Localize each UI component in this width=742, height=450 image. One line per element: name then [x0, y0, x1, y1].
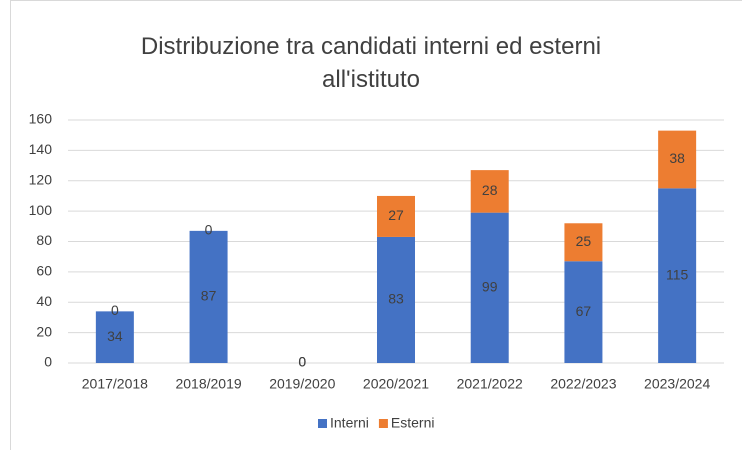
y-tick-label: 40 [36, 293, 52, 309]
data-label: 34 [107, 328, 123, 344]
legend-swatch [318, 419, 327, 428]
data-label: 0 [205, 222, 213, 238]
bar-segment [658, 130, 697, 189]
y-tick-label: 120 [29, 171, 53, 187]
bar-segment [377, 195, 415, 237]
bar-segment [189, 230, 228, 363]
legend-swatch [378, 419, 388, 428]
x-tick-label: 2018/2019 [175, 376, 241, 392]
data-label: 67 [576, 303, 592, 319]
y-tick-label: 140 [29, 141, 53, 157]
y-tick-label: 20 [36, 323, 52, 339]
bar-segment [658, 188, 697, 363]
bar-segment [564, 223, 603, 262]
y-tick-label: 0 [44, 354, 52, 370]
chart-title: Distribuzione tra candidati interni ed e… [140, 33, 602, 93]
data-label: 38 [669, 150, 685, 166]
bar-segment [377, 236, 415, 363]
data-label: 27 [388, 207, 404, 223]
data-label: 0 [298, 354, 306, 370]
data-label: 28 [482, 182, 498, 198]
x-tick-label: 2019/2020 [269, 376, 335, 392]
data-label: 115 [666, 266, 689, 282]
bar-segment [564, 261, 603, 363]
x-tick-label: 2021/2022 [457, 376, 523, 392]
y-tick-label: 100 [29, 202, 53, 218]
bar-segment [470, 212, 509, 363]
bar-segment [470, 170, 509, 213]
data-label: 0 [111, 302, 119, 318]
x-tick-label: 2023/2024 [644, 376, 710, 392]
legend-label: Esterni [391, 415, 435, 431]
y-tick-label: 160 [29, 111, 53, 127]
x-tick-label: 2022/2023 [550, 376, 616, 392]
data-label: 99 [482, 279, 498, 295]
data-label: 25 [576, 233, 592, 249]
bar-segment [95, 311, 134, 363]
data-label: 87 [201, 288, 217, 304]
data-label: 0 [298, 354, 306, 370]
y-tick-label: 60 [36, 263, 52, 279]
x-tick-label: 2017/2018 [82, 376, 148, 392]
y-tick-label: 80 [36, 232, 52, 248]
legend-label: Interni [330, 415, 369, 431]
chart-border [10, 0, 742, 450]
data-label: 83 [388, 291, 404, 307]
x-tick-label: 2020/2021 [363, 376, 429, 392]
